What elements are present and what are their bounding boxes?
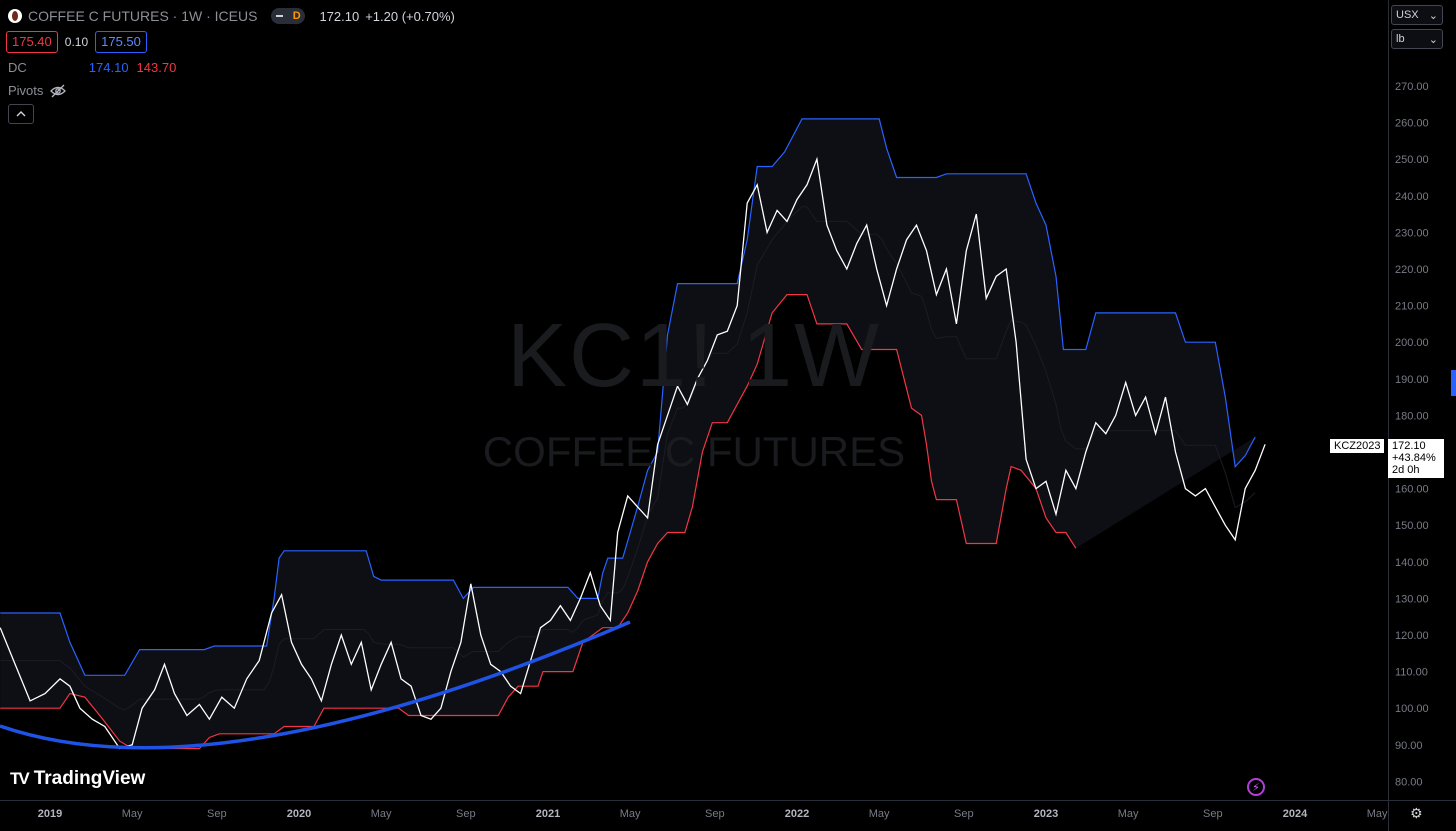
session-toggle[interactable]: D [271,8,306,24]
price-tick-label: 230.00 [1395,227,1429,239]
price-tick-label: 250.00 [1395,154,1429,166]
dc-upper-value: 174.10 [88,60,129,75]
tradingview-logo[interactable]: TV TradingView [10,768,145,790]
tag-change: +43.84% [1392,452,1436,464]
price-tick-label: 130.00 [1395,593,1429,605]
price-tick-label: 180.00 [1395,410,1429,422]
time-tick-label: May [122,808,143,820]
spread-value: 0.10 [64,35,89,49]
unit-value: lb [1396,33,1405,45]
scroll-marker[interactable] [1451,370,1456,396]
time-tick-label: May [1118,808,1139,820]
price-tick-label: 160.00 [1395,484,1429,496]
price-tick-label: 140.00 [1395,557,1429,569]
price-change: +1.20 (+0.70%) [365,8,455,24]
time-tick-label: 2019 [38,808,62,820]
sell-button[interactable]: 175.40 [6,31,58,53]
currency-select[interactable]: USX ⌄ [1391,5,1443,25]
tag-countdown: 2d 0h [1392,464,1420,476]
time-axis-divider [0,800,1456,801]
lightning-icon[interactable]: ⚡ [1247,778,1265,796]
indicator-name: DC [8,60,27,75]
time-tick-label: 2022 [785,808,809,820]
symbol-header[interactable]: COFFEE C FUTURES · 1W · ICEUS D 172.10 +1… [8,6,455,26]
contract-label: KCZ2023 [1330,439,1385,453]
time-tick-label: Sep [954,808,974,820]
eye-hidden-icon[interactable] [49,84,67,98]
price-tick-label: 270.00 [1395,81,1429,93]
time-tick-label: 2023 [1034,808,1058,820]
indicator-pivots[interactable]: Pivots [8,83,67,98]
price-tick-label: 220.00 [1395,264,1429,276]
symbol-title[interactable]: COFFEE C FUTURES · 1W · ICEUS [28,8,258,24]
price-tick-label: 210.00 [1395,301,1429,313]
last-price-readout: 172.10 +1.20 (+0.70%) [319,9,454,24]
rounding-bottom-drawing[interactable] [0,620,631,750]
coffee-bean-icon [8,9,22,23]
time-tick-label: 2020 [287,808,311,820]
tag-price: 172.10 [1392,440,1426,452]
price-tick-label: 260.00 [1395,118,1429,130]
last-price-tag: 172.10 +43.84% 2d 0h [1388,439,1444,478]
donchian-midline [0,206,1256,711]
time-tick-label: Sep [1203,808,1223,820]
minus-icon [276,15,284,17]
price-tick-label: 240.00 [1395,191,1429,203]
indicator-name: Pivots [8,83,44,98]
buy-button[interactable]: 175.50 [95,31,147,53]
chevron-up-icon [16,111,26,117]
time-tick-label: May [869,808,890,820]
collapse-legend-button[interactable] [8,104,34,124]
chevron-down-icon: ⌄ [1428,33,1438,46]
donchian-lower-band[interactable] [0,294,1077,750]
session-badge: D [292,10,301,22]
unit-select[interactable]: lb ⌄ [1391,29,1443,49]
brand-name: TradingView [33,768,146,789]
price-tick-label: 150.00 [1395,520,1429,532]
time-tick-label: 2021 [536,808,560,820]
price-tick-label: 200.00 [1395,337,1429,349]
tradingview-mark-icon: TV [10,769,30,788]
gear-icon[interactable]: ⚙ [1410,805,1423,821]
price-tick-label: 90.00 [1395,740,1423,752]
last-price: 172.10 [319,8,360,24]
price-axis[interactable]: 80.00 90.00 100.00 110.00 120.00 130.00 140.00… [1395,81,1429,788]
price-axis-divider [1388,0,1389,831]
donchian-upper-band[interactable] [0,118,1256,676]
currency-value: USX [1396,9,1419,21]
donchian-channel-fill [0,118,1256,749]
price-tick-label: 110.00 [1395,667,1428,679]
time-tick-label: May [1367,808,1388,820]
price-tick-label: 120.00 [1395,630,1429,642]
dc-lower-value: 143.70 [136,60,177,75]
time-tick-label: May [620,808,641,820]
price-tick-label: 80.00 [1395,776,1423,788]
time-tick-label: May [371,808,392,820]
chevron-down-icon: ⌄ [1428,9,1438,22]
time-tick-label: Sep [456,808,476,820]
time-tick-label: Sep [207,808,227,820]
price-tick-label: 190.00 [1395,374,1429,386]
price-series-line[interactable] [0,156,1266,750]
time-tick-label: 2024 [1283,808,1308,820]
indicator-dc[interactable]: DC 174.10 143.70 [8,60,176,75]
price-tick-label: 100.00 [1395,703,1429,715]
time-tick-label: Sep [705,808,725,820]
time-axis[interactable]: 2019 May Sep 2020 May Sep 2021 May Sep 2022 May Sep… [38,808,1388,820]
bid-ask-panel: 175.40 0.10 175.50 [6,31,147,53]
